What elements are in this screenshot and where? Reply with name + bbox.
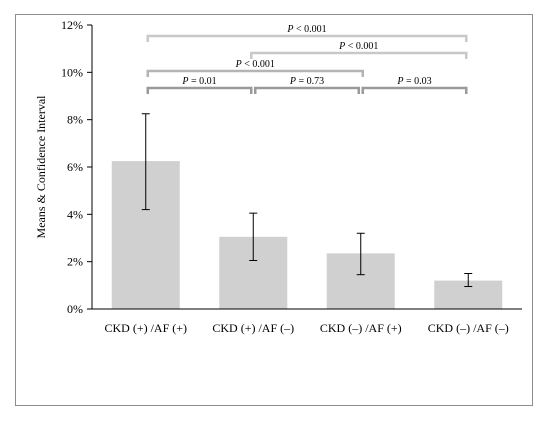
significance-label: P = 0.01 <box>181 76 216 87</box>
x-tick-label: CKD (+) /AF (+) <box>104 321 187 335</box>
figure-frame <box>15 14 533 406</box>
y-tick-label: 0% <box>67 302 83 316</box>
y-axis-label: Means & Confidence Interval <box>34 95 48 239</box>
y-tick-label: 8% <box>67 113 83 127</box>
y-tick-label: 10% <box>61 65 83 79</box>
significance-label: P = 0.03 <box>396 76 431 87</box>
significance-bracket <box>361 86 468 94</box>
x-tick-label: CKD (+) /AF (–) <box>212 321 294 335</box>
significance-label: P < 0.001 <box>235 59 275 70</box>
y-tick-label: 6% <box>67 160 83 174</box>
significance-label: P < 0.001 <box>286 24 326 35</box>
y-tick-label: 4% <box>67 207 83 221</box>
significance-bracket <box>146 34 468 42</box>
y-tick-label: 2% <box>67 255 83 269</box>
significance-bracket <box>254 86 360 94</box>
significance-bracket <box>146 86 253 94</box>
significance-bracket <box>250 51 468 59</box>
y-tick-label: 12% <box>61 18 83 32</box>
significance-label: P < 0.001 <box>338 41 378 52</box>
x-tick-label: CKD (–) /AF (–) <box>428 321 509 335</box>
x-tick-label: CKD (–) /AF (+) <box>320 321 402 335</box>
significance-label: P = 0.73 <box>289 76 324 87</box>
significance-bracket <box>146 69 364 77</box>
